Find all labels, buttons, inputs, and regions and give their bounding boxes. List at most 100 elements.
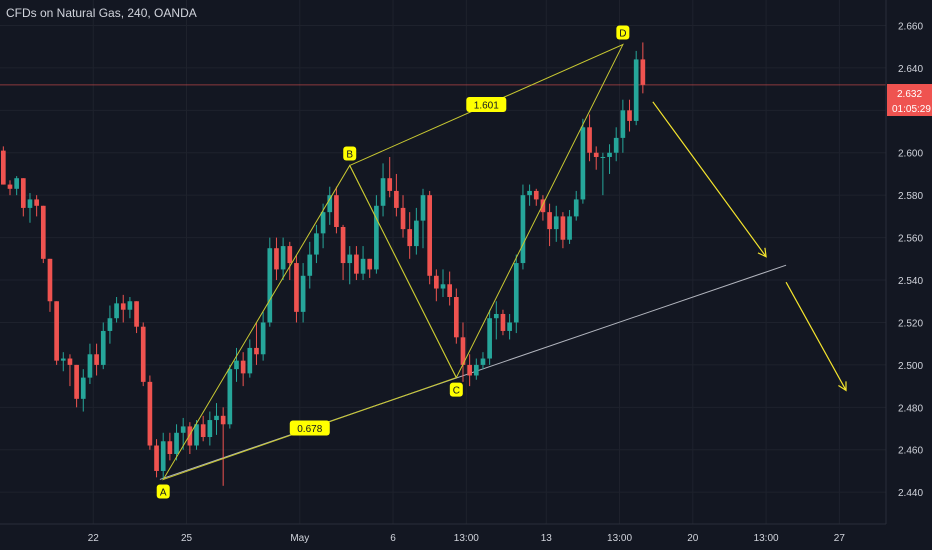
price-tick-label: 2.500 [898,361,923,372]
candle-body [194,424,199,446]
candle [20,178,26,217]
candle-body [80,377,86,399]
candle [493,301,499,340]
candle-body [174,432,179,454]
candle-body [300,275,306,312]
candle [354,246,359,281]
candle [513,254,519,334]
candle-body [453,297,459,338]
candle [107,305,113,344]
candles-layer [0,42,646,486]
candle [307,241,313,289]
candle [54,301,59,365]
candle [160,432,166,480]
candle-body [87,354,93,378]
candle [547,203,552,247]
candle [407,212,413,259]
candle-body [307,254,313,276]
candle-body [354,254,359,274]
candle-body [220,415,226,425]
candle [14,176,19,196]
candle [234,347,239,382]
forecast-arrow [652,101,767,258]
candle-body [500,313,506,331]
candle-body [280,246,286,270]
candle [374,195,379,274]
candle [527,184,532,206]
candle [540,195,546,221]
candle [400,195,406,238]
candle [247,339,253,378]
candle [580,118,586,204]
price-tick-label: 2.660 [898,21,923,32]
candle-body [247,347,253,374]
candle [427,190,433,285]
time-axis[interactable] [0,524,932,550]
candle-body [67,358,73,365]
candle-body [94,354,99,365]
candle-body [374,205,379,270]
price-tick-label: 2.520 [898,318,923,329]
candle [627,99,632,132]
candle [94,343,99,376]
candle-body [387,178,393,191]
candle [100,322,106,370]
candle [600,152,606,196]
candle-body [140,326,146,382]
candle [27,193,33,223]
candle [340,224,346,281]
candle-body [593,152,599,157]
candle [194,420,199,450]
candle-body [440,284,446,289]
time-tick-label: 13 [541,533,553,544]
candle-body [274,248,279,270]
candle-body [20,178,26,208]
time-tick-label: 13:00 [754,533,779,544]
forecast-arrow-shaft [652,101,767,258]
candle [447,271,452,306]
candle-body [287,246,293,264]
candle-body [567,216,572,240]
candle [633,50,639,126]
candle-body [414,220,419,247]
candle [294,254,299,323]
candle-body [0,150,6,185]
chart-title: CFDs on Natural Gas, 240, OANDA [6,6,197,20]
ratio-label-bg [289,420,330,436]
candle-body [214,415,219,421]
candle-body [347,254,353,264]
candle-body [607,152,612,157]
candle-body [520,195,526,264]
candle [567,210,572,244]
candle [613,127,619,162]
candle [327,186,333,225]
candle [120,294,126,323]
candle [240,352,246,387]
candle-body [620,110,626,138]
candle-body [187,426,193,446]
candle-body [580,127,586,200]
candle [167,432,173,461]
candle-body [467,364,472,376]
candle [520,184,526,270]
candle [60,352,66,372]
pattern-point-bg [616,25,630,40]
candle-body [200,424,206,438]
candle-body [553,216,559,230]
forecast-arrows-layer [652,101,847,392]
candle [394,173,399,217]
candle [453,288,459,344]
harmonic-pattern-layer: 0.678 1.601 A B C D [156,25,630,499]
candle-body [367,258,373,270]
candle-body [360,258,366,274]
candle [553,205,559,242]
forecast-arrow-head [838,381,847,392]
forecast-arrow [785,281,847,392]
candle-body [74,364,79,399]
candle-body [160,441,166,471]
candle-body [540,199,546,213]
candle-body [613,137,619,153]
candle [260,311,266,361]
candle [7,180,13,196]
